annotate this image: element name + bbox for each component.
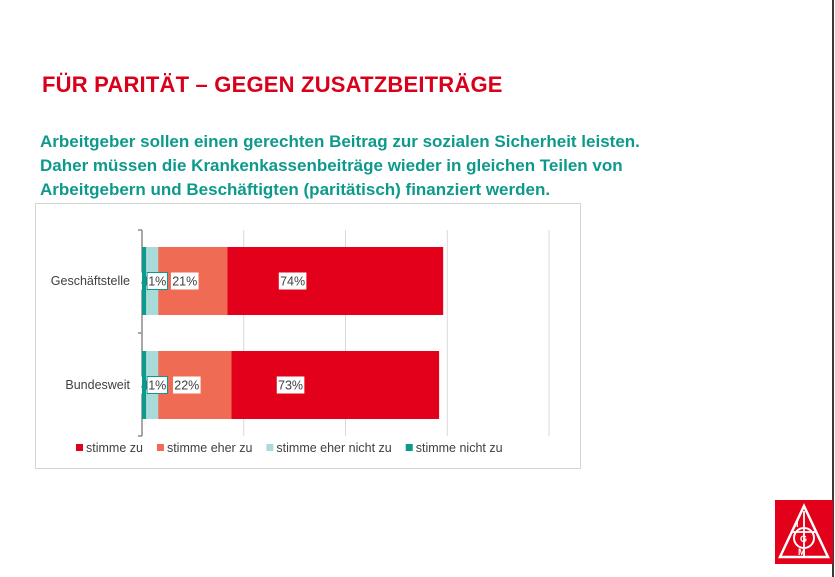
igm-logo: I G M (775, 500, 833, 564)
page-title: FÜR PARITÄT – GEGEN ZUSATZBEITRÄGE (42, 72, 503, 97)
legend-label: stimme eher nicht zu (276, 441, 391, 455)
subtitle-line: Arbeitgeber sollen einen gerechten Beitr… (40, 132, 640, 151)
bar-segment (142, 351, 147, 419)
legend-label: stimme nicht zu (416, 441, 503, 455)
category-label: Bundesweit (65, 378, 130, 392)
svg-text:G: G (800, 534, 807, 544)
stacked-bar-chart: GeschäftstelleBundesweit74%21%4%1%73%22%… (51, 229, 550, 455)
bar-segment (142, 247, 147, 315)
data-label-box (146, 376, 168, 394)
data-label-box (278, 272, 307, 290)
legend-swatch (266, 444, 274, 451)
data-label: 21% (172, 275, 197, 289)
data-label: 74% (280, 275, 305, 289)
data-label: 1% (148, 379, 166, 393)
legend-label: stimme zu (86, 441, 143, 455)
svg-text:M: M (798, 547, 806, 557)
data-label: 1% (148, 275, 166, 289)
data-label-box (172, 376, 201, 394)
data-label-box (170, 272, 199, 290)
data-label: 73% (278, 379, 303, 393)
subtitle: Arbeitgeber sollen einen gerechten Beitr… (40, 130, 760, 202)
chart-frame: GeschäftstelleBundesweit74%21%4%1%73%22%… (35, 203, 581, 469)
right-edge-rule (832, 0, 834, 577)
subtitle-line: Daher müssen die Krankenkassenbeiträge w… (40, 156, 623, 175)
category-label: Geschäftstelle (51, 274, 130, 288)
legend-swatch (405, 444, 413, 451)
legend-swatch (156, 444, 164, 451)
data-label: 22% (174, 379, 199, 393)
legend-swatch (76, 444, 83, 451)
igm-logo-mark: I G M (778, 503, 830, 559)
legend-label: stimme eher zu (167, 441, 252, 455)
data-label-box (146, 272, 168, 290)
subtitle-line: Arbeitgebern und Beschäftigten (paritäti… (40, 180, 551, 199)
data-label-box (276, 376, 305, 394)
svg-text:I: I (796, 519, 799, 529)
